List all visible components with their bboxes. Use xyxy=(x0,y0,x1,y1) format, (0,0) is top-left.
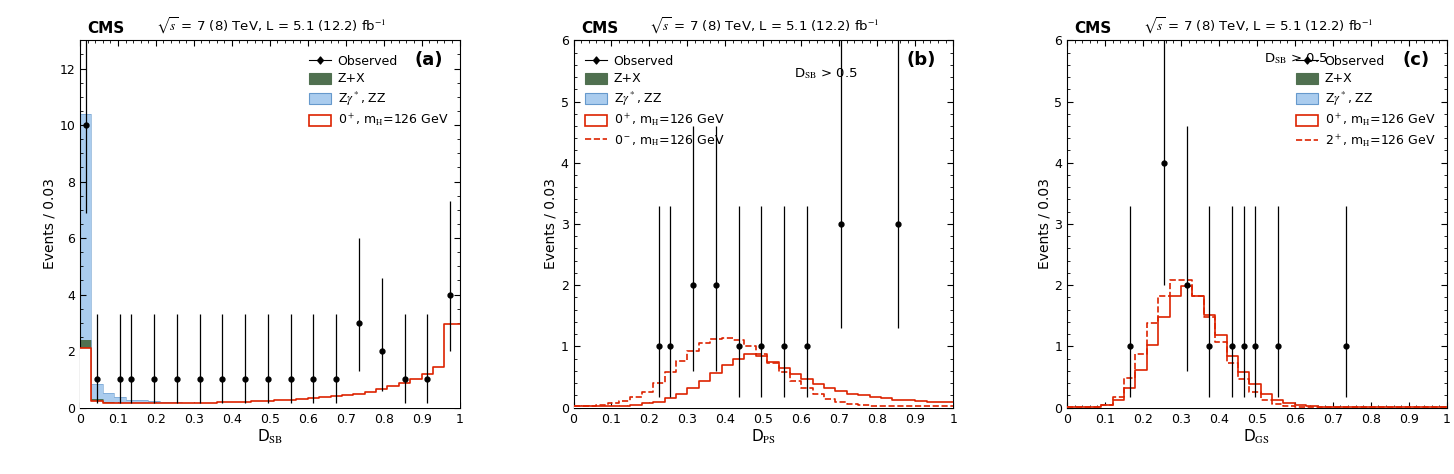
X-axis label: D$_{\mathrm{GS}}$: D$_{\mathrm{GS}}$ xyxy=(1243,428,1271,447)
Text: (a): (a) xyxy=(414,51,442,69)
Text: D$_{\mathrm{SB}}$ > 0.5: D$_{\mathrm{SB}}$ > 0.5 xyxy=(1265,51,1329,66)
Legend: Observed, Z+X, Z$\gamma^*$, ZZ, 0$^+$, m$_{\mathrm{H}}$=126 GeV, 2$^+$, m$_{\mat: Observed, Z+X, Z$\gamma^*$, ZZ, 0$^+$, m… xyxy=(1293,51,1439,153)
Legend: Observed, Z+X, Z$\gamma^*$, ZZ, 0$^+$, m$_{\mathrm{H}}$=126 GeV: Observed, Z+X, Z$\gamma^*$, ZZ, 0$^+$, m… xyxy=(305,51,452,132)
Text: D$_{\mathrm{SB}}$ > 0.5: D$_{\mathrm{SB}}$ > 0.5 xyxy=(794,66,858,81)
Y-axis label: Events / 0.03: Events / 0.03 xyxy=(1038,179,1051,269)
Text: (c): (c) xyxy=(1403,51,1429,69)
X-axis label: D$_{\mathrm{SB}}$: D$_{\mathrm{SB}}$ xyxy=(257,428,284,447)
Text: $\sqrt{s}$ = 7 (8) TeV, L = 5.1 (12.2) fb$^{-1}$: $\sqrt{s}$ = 7 (8) TeV, L = 5.1 (12.2) f… xyxy=(1143,15,1374,36)
Y-axis label: Events / 0.03: Events / 0.03 xyxy=(42,179,57,269)
Text: CMS: CMS xyxy=(582,20,618,36)
Legend: Observed, Z+X, Z$\gamma^*$, ZZ, 0$^+$, m$_{\mathrm{H}}$=126 GeV, 0$^-$, m$_{\mat: Observed, Z+X, Z$\gamma^*$, ZZ, 0$^+$, m… xyxy=(582,51,728,151)
X-axis label: D$_{\mathrm{PS}}$: D$_{\mathrm{PS}}$ xyxy=(750,428,776,447)
Text: (b): (b) xyxy=(907,51,936,69)
Text: CMS: CMS xyxy=(1075,20,1112,36)
Text: CMS: CMS xyxy=(87,20,125,36)
Y-axis label: Events / 0.03: Events / 0.03 xyxy=(544,179,558,269)
Text: $\sqrt{s}$ = 7 (8) TeV, L = 5.1 (12.2) fb$^{-1}$: $\sqrt{s}$ = 7 (8) TeV, L = 5.1 (12.2) f… xyxy=(156,15,387,36)
Text: $\sqrt{s}$ = 7 (8) TeV, L = 5.1 (12.2) fb$^{-1}$: $\sqrt{s}$ = 7 (8) TeV, L = 5.1 (12.2) f… xyxy=(650,15,880,36)
